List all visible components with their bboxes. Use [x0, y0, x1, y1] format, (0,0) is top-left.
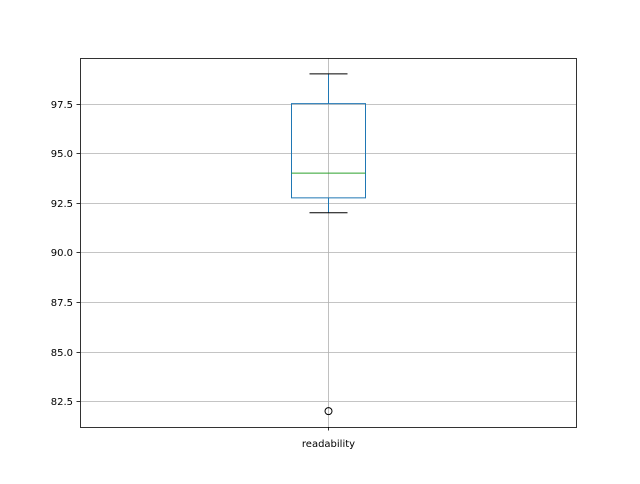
y-tick-label: 82.5 — [51, 397, 73, 408]
box — [291, 103, 366, 199]
y-tick-label: 92.5 — [51, 199, 73, 210]
box-marks — [291, 73, 366, 416]
y-tick-label: 87.5 — [51, 298, 73, 309]
y-axis: 82.5 85.0 87.5 90.0 92.5 95.0 97.5 — [51, 100, 80, 408]
x-axis: readability — [302, 427, 355, 450]
y-tick-label: 97.5 — [51, 100, 73, 111]
y-tick-label: 90.0 — [51, 248, 73, 259]
y-tick-label: 95.0 — [51, 149, 73, 160]
grid — [80, 58, 576, 427]
x-tick-label: readability — [302, 439, 355, 450]
y-tick-label: 85.0 — [51, 348, 73, 359]
outlier-point — [324, 407, 333, 416]
